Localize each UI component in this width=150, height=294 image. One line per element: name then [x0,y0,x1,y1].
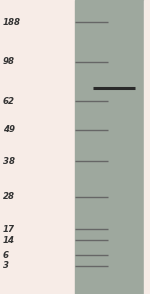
Bar [75,0,144,294]
Text: 14: 14 [3,236,15,245]
Text: 38: 38 [3,157,15,166]
Text: 188: 188 [3,18,21,26]
Text: 28: 28 [3,193,15,201]
Text: 17: 17 [3,225,15,234]
Text: 6: 6 [3,251,9,260]
Text: 62: 62 [3,97,15,106]
Bar [144,0,150,294]
Text: 98: 98 [3,57,15,66]
Text: 49: 49 [3,126,15,134]
Text: 3: 3 [3,261,9,270]
